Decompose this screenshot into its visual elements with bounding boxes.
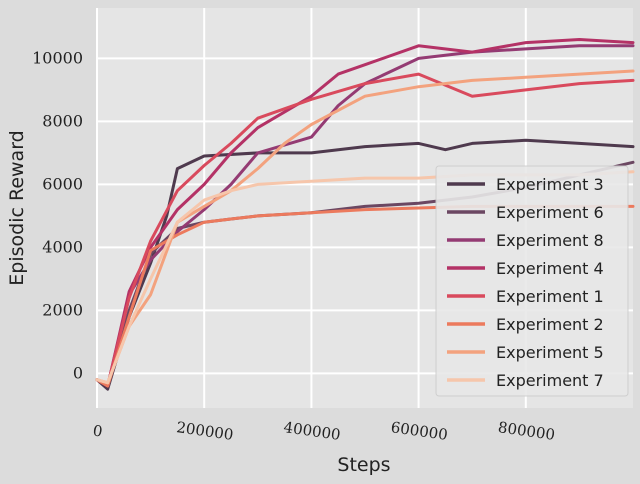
y-tick-label: 8000 <box>42 111 83 130</box>
legend-box <box>435 165 629 397</box>
legend: Experiment 3 Experiment 6 Experiment 8 Expe… <box>435 165 629 397</box>
legend-label: Experiment 8 <box>496 231 604 250</box>
y-tick-labels: 0 2000 4000 6000 8000 10000 <box>32 48 83 382</box>
series-line-1 <box>95 138 635 391</box>
legend-label: Experiment 2 <box>496 315 604 334</box>
y-tick-label: 4000 <box>42 237 83 256</box>
series-line-7 <box>95 69 635 385</box>
x-tick-label: 600000 <box>390 418 449 444</box>
x-tick-label: 400000 <box>282 418 341 444</box>
x-tick-label: 0 <box>92 421 104 440</box>
legend-label: Experiment 7 <box>496 371 604 390</box>
legend-label: Experiment 4 <box>496 259 604 278</box>
y-tick-label: 10000 <box>32 48 83 67</box>
series-line-5 <box>95 72 635 388</box>
y-tick-label: 6000 <box>42 174 83 193</box>
legend-label: Experiment 5 <box>496 343 604 362</box>
x-axis-label: Steps <box>337 454 390 476</box>
y-axis-label: Episodic Reward <box>6 130 28 285</box>
x-tick-label: 800000 <box>497 418 556 444</box>
legend-label: Experiment 1 <box>496 287 604 306</box>
y-tick-label: 2000 <box>42 300 83 319</box>
legend-label: Experiment 6 <box>496 203 604 222</box>
x-tick-labels: 0 200000 400000 600000 800000 <box>92 418 556 444</box>
legend-label: Experiment 3 <box>496 175 604 194</box>
y-tick-label: 0 <box>73 363 83 382</box>
x-tick-label: 200000 <box>175 418 234 444</box>
